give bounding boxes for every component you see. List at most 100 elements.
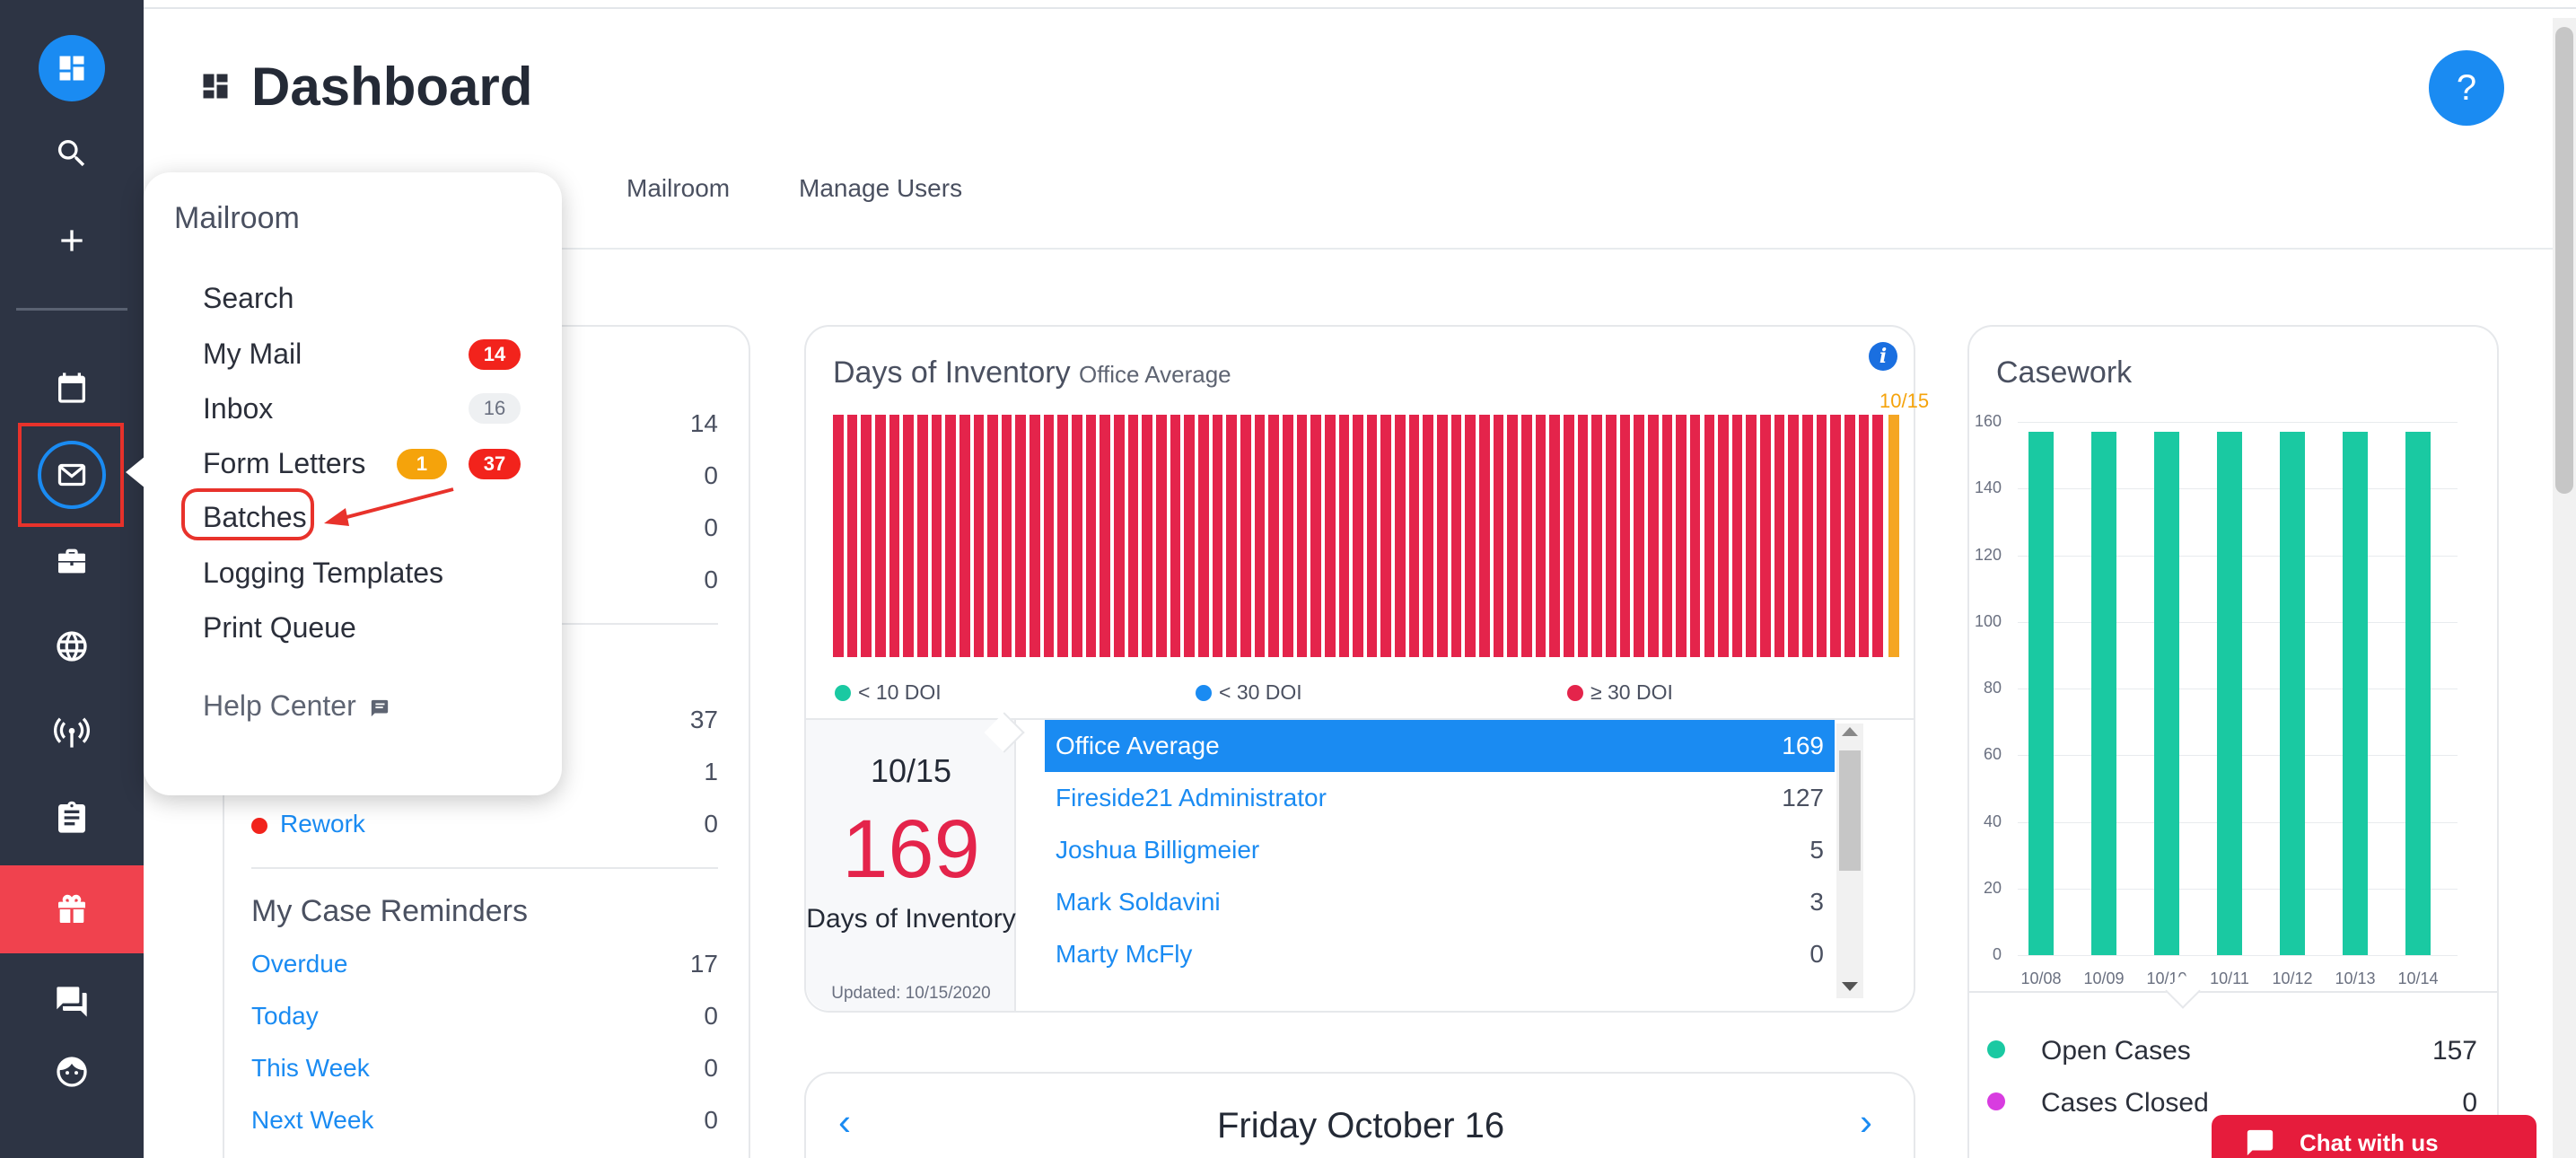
inventory-bar [931,415,942,657]
inventory-bar [1156,415,1167,657]
list-scroll-up-icon[interactable] [1842,727,1858,736]
inventory-date: 10/15 [870,752,952,789]
menu-item-print-queue[interactable]: Print Queue [203,611,356,644]
inventory-bar [916,415,928,657]
help-button[interactable]: ? [2429,50,2504,126]
x-tick-label: 10/14 [2397,969,2439,987]
reminder-overdue-link[interactable]: Overdue [251,950,348,978]
inventory-bar [1197,415,1209,657]
reminder-next-week-link[interactable]: Next Week [251,1106,374,1134]
reminder-next-week-value: 0 [704,1106,718,1134]
left-top-value: 0 [704,566,718,593]
inventory-bar [1465,415,1476,657]
batches-highlight [181,488,314,540]
inventory-bar [1844,415,1855,657]
reminder-this-week-value: 0 [704,1054,718,1082]
add-nav-button[interactable] [36,205,108,276]
globe-icon [57,631,87,662]
inventory-bar [1788,415,1800,657]
legend-cases-closed: Cases Closed [1987,1088,2209,1119]
casework-bar[interactable] [2217,432,2242,955]
list-scroll-down-icon[interactable] [1842,982,1858,991]
casework-bar[interactable] [2154,432,2179,955]
grid-line [2018,422,2458,423]
menu-item-logging-templates[interactable]: Logging Templates [203,557,444,589]
casework-bar[interactable] [2343,432,2368,955]
inbox-count-badge: 16 [469,393,521,424]
left-top-value: 14 [689,409,718,437]
inventory-bar [1170,415,1181,657]
casework-bar[interactable] [2405,432,2431,955]
rework-link[interactable]: Rework [280,810,365,838]
y-tick-label: 20 [1983,878,2002,897]
casework-bar[interactable] [2091,432,2116,955]
feedback-nav-button[interactable] [36,966,108,1038]
calendar-prev-button[interactable]: ‹ [838,1101,851,1143]
x-tick-label: 10/13 [2335,969,2376,987]
inventory-bar [945,415,956,657]
info-icon[interactable]: i [1869,342,1897,371]
menu-item-my-mail[interactable]: My Mail [203,338,302,370]
page-scrollbar-thumb[interactable] [2555,27,2573,494]
dashboard-title-icon [199,70,232,102]
tasks-nav-button[interactable] [36,782,108,854]
inventory-bar [1450,415,1462,657]
inventory-bar [1212,415,1223,657]
list-item[interactable]: Fireside21 Administrator 127 [1056,784,1824,811]
tab-mailroom[interactable]: Mailroom [626,174,731,202]
web-nav-button[interactable] [36,610,108,682]
mail-nav-button[interactable] [38,441,106,509]
left-mid-value: 37 [689,706,718,733]
profile-nav-button[interactable] [36,1036,108,1108]
menu-item-batches[interactable]: Batches [203,501,307,533]
help-center-link[interactable]: Help Center [203,689,390,723]
broadcast-nav-button[interactable] [36,697,108,768]
search-nav-button[interactable] [36,118,108,189]
y-tick-label: 120 [1974,545,2002,564]
calendar-next-button[interactable]: › [1860,1101,1872,1143]
list-scrollbar-thumb[interactable] [1839,750,1861,871]
dashboard-nav-button[interactable] [39,35,105,101]
my-mail-count-badge: 14 [469,339,521,370]
inventory-bar [1647,415,1659,657]
inventory-bar [1057,415,1069,657]
inventory-bar [1240,415,1251,657]
list-item[interactable]: Mark Soldavini 3 [1056,888,1824,916]
inventory-bar [1802,415,1813,657]
chat-with-us-button[interactable]: Chat with us [2212,1115,2537,1158]
tab-manage-users[interactable]: Manage Users [799,174,963,202]
inventory-bar [874,415,886,657]
tab-bar: Mailroom Manage Users [144,171,2558,250]
inventory-bar [846,415,858,657]
open-cases-value: 157 [2431,1036,2477,1066]
inventory-bar [1085,415,1097,657]
rework-row[interactable]: Rework [251,810,365,838]
inventory-bar [987,415,998,657]
menu-item-inbox[interactable]: Inbox [203,392,274,425]
mailroom-menu-title: Mailroom [174,201,300,235]
top-border [144,7,2576,9]
list-item[interactable]: Office Average 169 [1045,720,1835,772]
antenna-icon [54,717,90,748]
list-item[interactable]: Joshua Billigmeier 5 [1056,836,1824,864]
x-tick-label: 10/09 [2083,969,2125,987]
calendar-nav-button[interactable] [36,352,108,424]
inventory-bar [1535,415,1546,657]
casework-bar[interactable] [2280,432,2305,955]
list-item[interactable]: Marty McFly 0 [1056,940,1824,968]
reminder-today-link[interactable]: Today [251,1002,319,1030]
whats-new-nav-button[interactable] [0,865,144,953]
reminder-this-week-link[interactable]: This Week [251,1054,370,1082]
form-letters-count-badge: 37 [469,449,521,479]
menu-item-search[interactable]: Search [203,282,294,314]
inventory-divider [804,718,1915,720]
page-title: Dashboard [251,57,533,117]
cases-nav-button[interactable] [36,525,108,597]
x-tick-label: 10/08 [2020,969,2062,987]
casework-bar[interactable] [2028,432,2054,955]
casework-bar-chart: 0 20 40 60 80 100 120 140 160 10/08 10/09 10/10 10/1… [1966,395,2486,1005]
inventory-bar [1521,415,1532,657]
menu-item-form-letters[interactable]: Form Letters [203,447,366,479]
inventory-bar [1718,415,1729,657]
inventory-bar [1704,415,1715,657]
